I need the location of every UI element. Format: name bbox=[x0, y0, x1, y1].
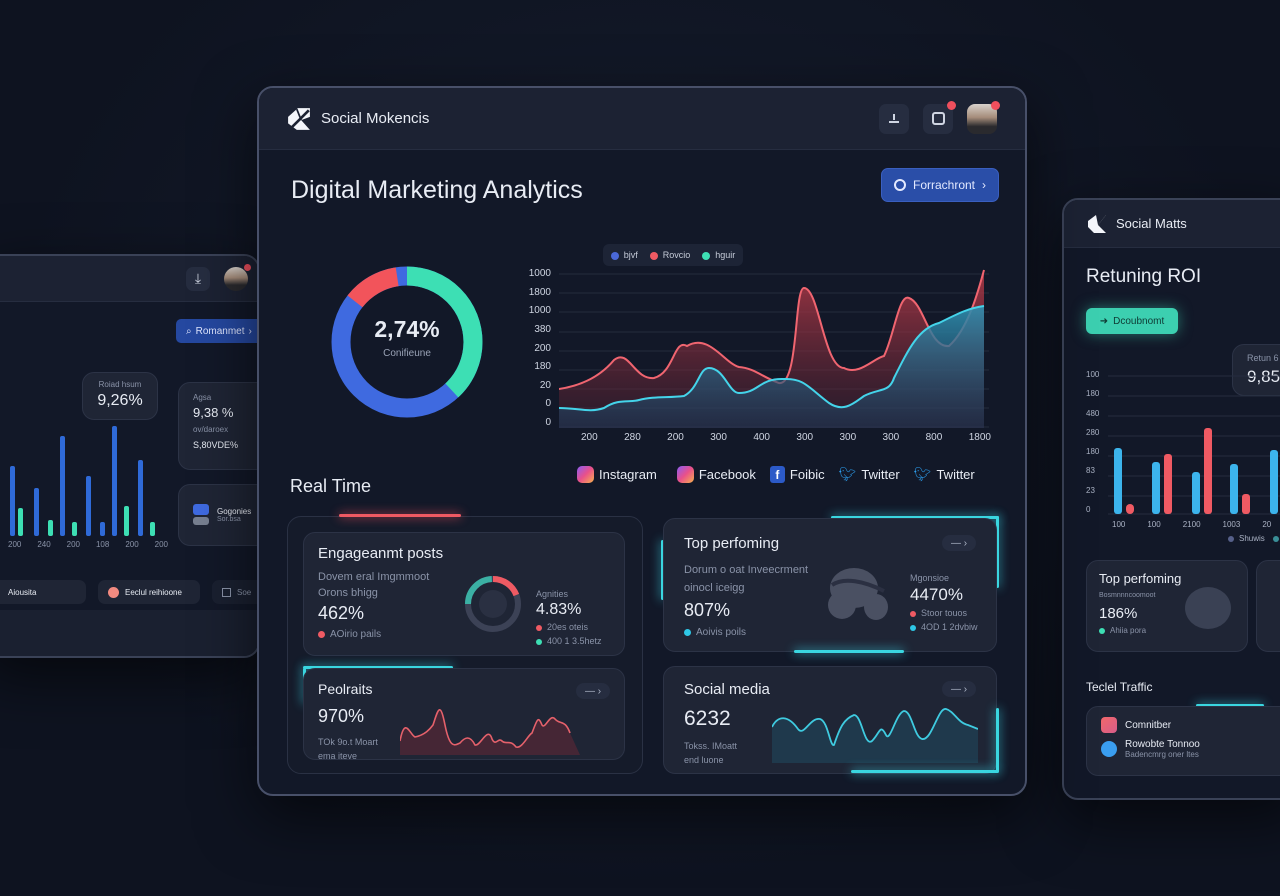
download-icon[interactable] bbox=[879, 103, 909, 134]
traffic-card: Comnitber Rowobte Tonnoo Badencmrg oner l… bbox=[1086, 706, 1280, 776]
roi-bar-chart bbox=[1108, 375, 1280, 515]
glow-bar-right-side bbox=[996, 516, 999, 588]
more-button[interactable]: — › bbox=[942, 681, 976, 697]
legend-item[interactable]: Rovcio bbox=[649, 250, 690, 260]
bottom-strip bbox=[0, 610, 258, 656]
peolraits-card[interactable]: Peolraits 970% TOk 9o.t Moart ema iteve … bbox=[303, 668, 625, 761]
page-title: Digital Marketing Analytics bbox=[291, 176, 583, 204]
twitter-icon: 🐦︎ bbox=[838, 466, 857, 482]
logo-icon bbox=[1088, 214, 1106, 233]
mini-card[interactable]: Gogonies Sor.bsa bbox=[178, 484, 258, 546]
social-links: Instagram Facebook f Foibic 🐦︎ Twitter 🐦︎ T… bbox=[577, 466, 975, 483]
logo-icon bbox=[288, 107, 310, 130]
social-link-twitter[interactable]: 🐦︎ Twitter bbox=[913, 466, 975, 482]
bar-x-ticks: 200 240 200 108 200 200 bbox=[8, 540, 168, 549]
bar-chart bbox=[2, 416, 162, 536]
engagement-card[interactable]: Engageanmt posts Dovem eral Imgmmoot Oro… bbox=[303, 532, 625, 656]
chevron-right-icon: › bbox=[982, 178, 987, 192]
return-stat-box: Retun 6 9,85 bbox=[1232, 344, 1280, 396]
page-title: Retuning ROI bbox=[1086, 266, 1202, 287]
top-performing-card[interactable]: Top perfoming Bosmnnncoomoot 186% Ahiia … bbox=[1086, 560, 1248, 652]
chart-legend: bjvf Rovcio hguir bbox=[603, 244, 743, 266]
section-title-realtime: Real Time bbox=[290, 476, 372, 496]
social-link-foibic[interactable]: f Foibic bbox=[769, 466, 825, 483]
bottom-tab-2[interactable]: Eeclul reihioone bbox=[98, 580, 200, 604]
dashboard-button[interactable]: ➜ Dcoubnomt bbox=[1086, 308, 1178, 334]
x-axis-ticks: 200 280 200 300 400 300 300 300 800 1800 bbox=[581, 432, 991, 443]
glow-bar-bottom bbox=[851, 770, 999, 773]
roi-x-ticks: 100 100 2100 1003 20 bbox=[1112, 520, 1272, 529]
roi-y-ticks: 100 180 480 280 180 83 23 0 bbox=[1086, 370, 1100, 514]
glow-bar-mid bbox=[794, 650, 904, 653]
arrow-icon: ➜ bbox=[1099, 315, 1109, 327]
legend-item[interactable]: bjvf bbox=[610, 250, 638, 260]
mini-donut bbox=[465, 576, 521, 632]
roi-legend: Shuwis bbox=[1228, 534, 1280, 543]
avatar[interactable] bbox=[224, 263, 251, 291]
brand-name: Social Mokencis bbox=[321, 110, 430, 127]
glow-bar-top bbox=[831, 516, 999, 519]
facebook-icon: f bbox=[769, 466, 785, 483]
sparkline-cyan bbox=[772, 708, 978, 763]
stat-box: Roiad hsum 9,26% bbox=[82, 372, 158, 420]
legend-item[interactable]: hguir bbox=[702, 250, 735, 260]
traffic-item-2[interactable]: Rowobte Tonnoo Badencmrg oner ltes bbox=[1101, 739, 1280, 759]
download-icon[interactable]: ⤓ bbox=[186, 266, 210, 291]
donut-label: Conifieune bbox=[383, 348, 431, 359]
area-chart bbox=[559, 269, 989, 428]
glow-bar-left-side bbox=[661, 540, 664, 600]
aggregate-card: Agsa 9,38 % ov/daroex S,80VDE% bbox=[178, 382, 258, 470]
more-button[interactable]: — › bbox=[942, 535, 976, 551]
instagram-icon bbox=[676, 466, 694, 483]
main-dashboard-window: Social Mokencis Digital Marketing Analyt… bbox=[257, 86, 1027, 796]
search-icon: ⌕ bbox=[186, 325, 192, 337]
brain-icon bbox=[1185, 587, 1231, 629]
glow-bar-red bbox=[339, 514, 461, 517]
brain-icon bbox=[828, 568, 888, 620]
globe-icon bbox=[1101, 741, 1117, 757]
instagram-icon[interactable] bbox=[923, 100, 956, 134]
sparkline-red bbox=[400, 709, 580, 755]
donut-value: 2,74% bbox=[374, 316, 440, 342]
frame-icon bbox=[222, 587, 231, 597]
right-dashboard-window: Social Matts Retuning ROI ➜ Dcoubnomt Ret… bbox=[1062, 198, 1280, 800]
social-link-twitter[interactable]: 🐦︎ Twitter bbox=[838, 466, 900, 482]
search-button[interactable]: ⌕ Romanmet › bbox=[176, 319, 258, 343]
search-icon bbox=[893, 179, 906, 191]
instagram-icon bbox=[1101, 717, 1117, 733]
instagram-icon bbox=[577, 466, 594, 483]
chevron-right-icon: › bbox=[248, 325, 252, 337]
social-media-card[interactable]: Social media 6232 Tokss. IMoatt end luon… bbox=[663, 666, 997, 774]
bottom-tab-3[interactable]: Soe bbox=[212, 580, 258, 604]
top-performing-card[interactable]: Top perfoming Dorum o oat Inveecrment oi… bbox=[663, 518, 997, 652]
twitter-icon: 🐦︎ bbox=[913, 466, 932, 482]
avatar[interactable] bbox=[967, 100, 1000, 134]
bottom-tab-1[interactable]: Aiousita bbox=[0, 580, 86, 604]
donut-chart: 2,74% Conifieune bbox=[329, 264, 485, 420]
traffic-glow bbox=[1196, 704, 1264, 707]
social-link-instagram[interactable]: Instagram bbox=[577, 466, 657, 483]
camera-icon bbox=[193, 504, 209, 526]
y-axis-ticks: 1000 1800 1000 380 200 180 20 0 0 bbox=[528, 268, 551, 428]
glow-bar-cyan bbox=[303, 666, 453, 669]
app-header: Social Mokencis bbox=[259, 88, 1025, 150]
partial-card bbox=[1256, 560, 1280, 652]
traffic-title: Teclel Traffic bbox=[1086, 680, 1153, 694]
glow-bar-bottom-side bbox=[996, 708, 999, 772]
record-icon bbox=[108, 586, 119, 598]
left-dashboard-window: ⤓ ⌕ Romanmet › Roiad hsum 9,26% 200 240 200 1… bbox=[0, 254, 260, 658]
more-button[interactable]: — › bbox=[576, 683, 610, 699]
social-link-facebook[interactable]: Facebook bbox=[676, 466, 756, 483]
search-button[interactable]: Forrachront › bbox=[881, 168, 999, 202]
traffic-item-1[interactable]: Comnitber bbox=[1101, 717, 1280, 733]
